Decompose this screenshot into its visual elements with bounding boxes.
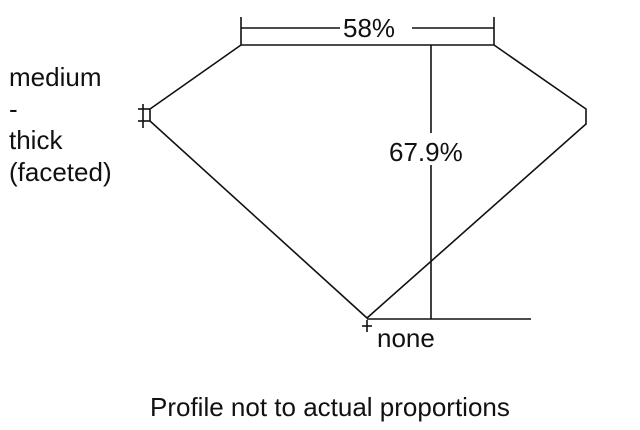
caption: Profile not to actual proportions [150,392,510,422]
girdle-label-line: (faceted) [9,156,112,187]
girdle-label-line: medium [9,62,102,92]
girdle-label-line: - [9,93,18,124]
depth-percentage-label: 67.9% [389,137,463,167]
girdle-label-line: thick [9,125,63,155]
gem-outline [149,44,587,320]
table-percentage-label: 58% [343,13,396,43]
culet-label: none [377,323,435,353]
girdle-label: medium - thick (faceted) [9,62,112,188]
